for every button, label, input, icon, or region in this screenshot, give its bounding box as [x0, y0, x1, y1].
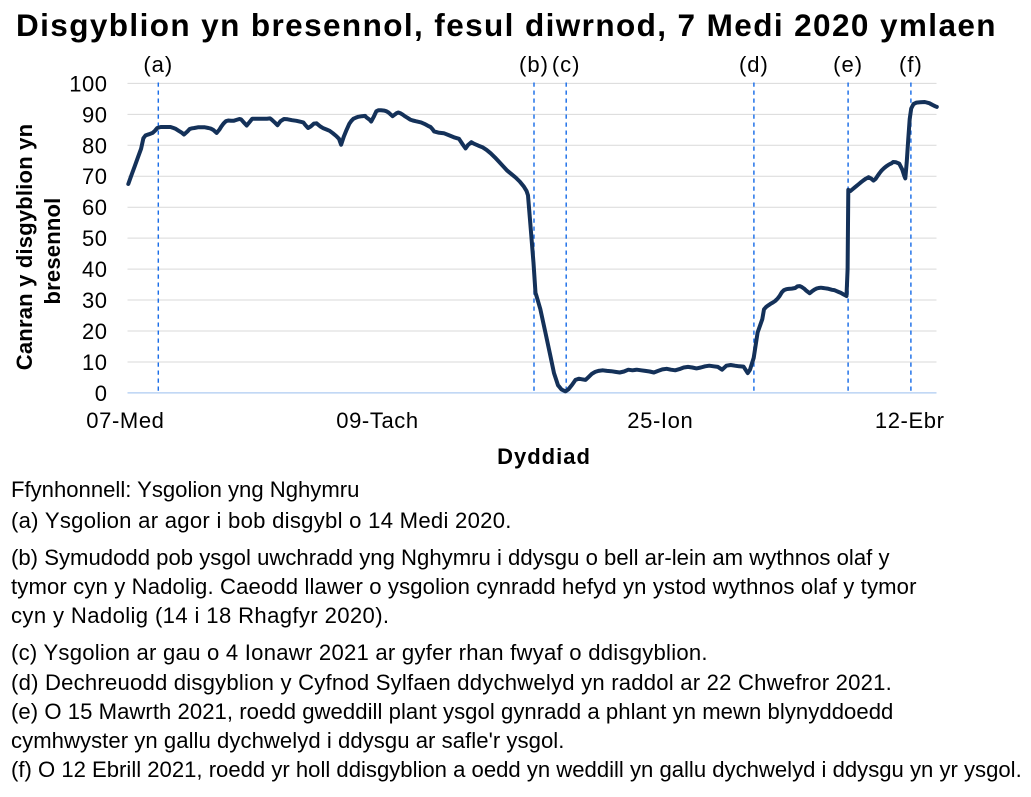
svg-text:100: 100: [69, 71, 107, 96]
svg-text:(c): (c): [552, 52, 581, 77]
svg-text:bresennol: bresennol: [40, 198, 65, 305]
svg-text:(a): (a): [143, 52, 173, 77]
svg-text:07-Med: 07-Med: [86, 408, 164, 433]
svg-text:80: 80: [82, 133, 107, 158]
svg-text:70: 70: [82, 164, 107, 189]
svg-text:Dyddiad: Dyddiad: [497, 444, 591, 469]
svg-text:25-Ion: 25-Ion: [627, 408, 693, 433]
svg-text:0: 0: [95, 381, 108, 406]
svg-text:12-Ebr: 12-Ebr: [875, 408, 945, 433]
svg-text:90: 90: [82, 102, 107, 127]
svg-text:60: 60: [82, 195, 107, 220]
svg-text:(f): (f): [899, 52, 923, 77]
svg-text:Canran y disgyblion yn: Canran y disgyblion yn: [12, 124, 37, 370]
svg-text:50: 50: [82, 226, 107, 251]
svg-text:09-Tach: 09-Tach: [336, 408, 418, 433]
svg-text:(b): (b): [519, 52, 549, 77]
svg-text:40: 40: [82, 257, 107, 282]
svg-text:10: 10: [82, 350, 107, 375]
svg-text:20: 20: [82, 319, 107, 344]
svg-text:(e): (e): [833, 52, 863, 77]
svg-text:30: 30: [82, 288, 107, 313]
svg-text:(d): (d): [739, 52, 769, 77]
